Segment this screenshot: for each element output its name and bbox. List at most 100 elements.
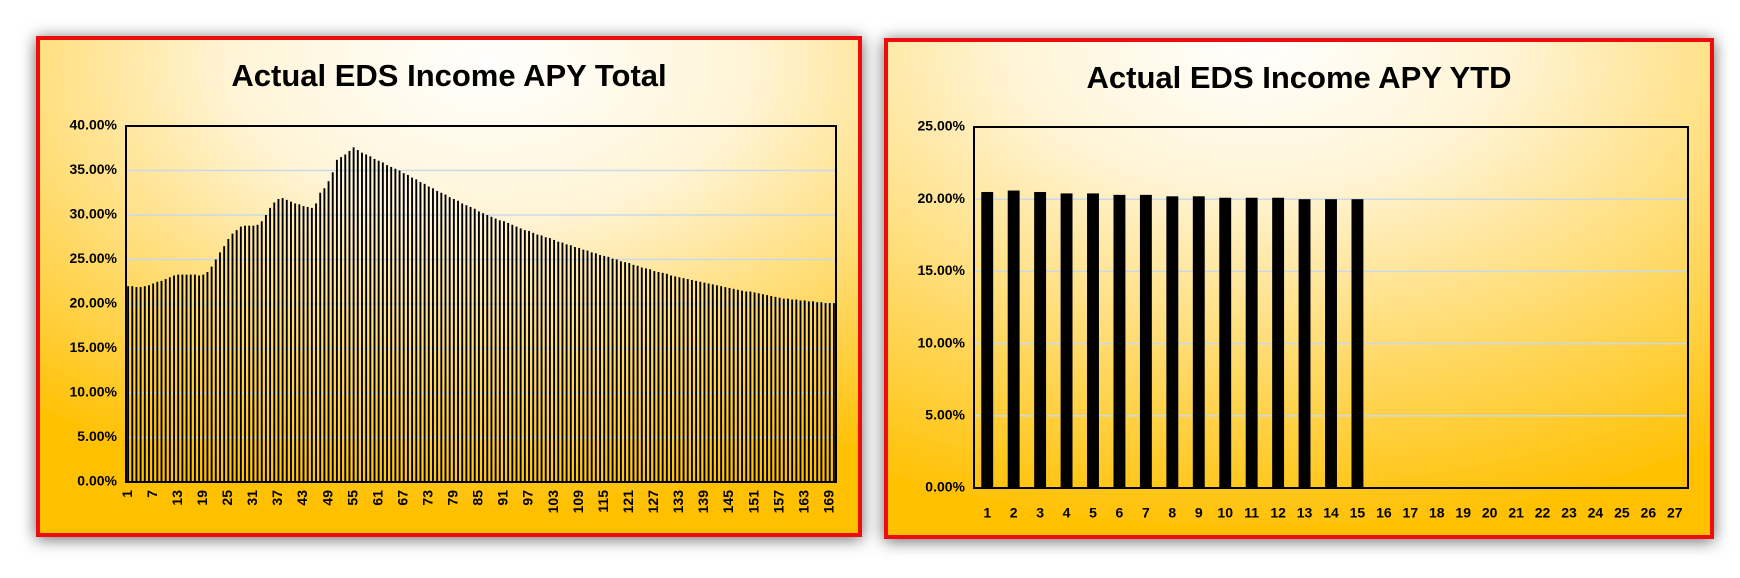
bar — [603, 255, 606, 482]
x-tick-label: 139 — [695, 490, 711, 514]
bar — [611, 258, 614, 482]
bar — [816, 302, 819, 482]
bar — [728, 287, 731, 482]
bar — [452, 198, 455, 483]
bar — [661, 272, 664, 482]
bar — [143, 286, 146, 482]
x-tick-label: 17 — [1403, 505, 1419, 521]
bar — [152, 283, 155, 482]
bar — [306, 206, 309, 483]
bar — [348, 150, 351, 483]
x-tick-label: 11 — [1244, 505, 1259, 521]
bar — [640, 267, 643, 482]
y-tick-label: 15.00% — [70, 339, 118, 355]
bar — [699, 281, 702, 482]
x-tick-label: 25 — [1614, 505, 1630, 521]
bar — [757, 293, 760, 482]
bar — [490, 216, 493, 482]
x-tick-label: 73 — [419, 490, 435, 506]
bar — [511, 224, 514, 483]
bar — [264, 215, 267, 482]
bar — [415, 179, 418, 482]
bar — [352, 147, 355, 483]
bar — [791, 299, 794, 482]
bar — [177, 274, 180, 482]
x-tick-label: 157 — [770, 490, 786, 514]
bar — [432, 188, 434, 483]
x-tick-label: 79 — [445, 490, 461, 506]
bar — [294, 203, 297, 482]
x-tick-label: 43 — [294, 490, 310, 506]
bar — [148, 285, 150, 482]
bar — [619, 261, 622, 482]
bar — [139, 287, 142, 482]
bar — [803, 300, 806, 482]
bar — [402, 173, 405, 483]
x-tick-label: 103 — [545, 490, 561, 514]
x-tick-label: 31 — [244, 490, 260, 506]
bar — [628, 263, 631, 482]
x-tick-label: 1 — [119, 490, 135, 498]
bar — [473, 208, 476, 482]
x-tick-label: 9 — [1195, 505, 1203, 521]
x-tick-label: 19 — [194, 490, 210, 506]
bar — [1139, 194, 1152, 489]
x-tick-label: 2 — [1010, 505, 1018, 521]
bar — [406, 174, 409, 482]
bar — [448, 197, 451, 482]
bar — [686, 279, 689, 482]
x-tick-label: 10 — [1217, 505, 1233, 521]
bar — [381, 162, 384, 483]
bar — [703, 282, 706, 482]
bar — [824, 303, 827, 482]
bar — [465, 205, 468, 482]
bar — [1298, 199, 1311, 488]
x-tick-label: 133 — [670, 490, 686, 514]
bar — [832, 303, 835, 482]
bar — [244, 225, 246, 482]
bar — [365, 154, 368, 483]
bar — [1087, 193, 1099, 488]
x-tick-label: 121 — [620, 490, 636, 514]
x-tick-label: 23 — [1561, 505, 1577, 521]
bar — [812, 301, 814, 482]
bar — [427, 186, 430, 482]
x-tick-label: 25 — [219, 490, 235, 506]
bar — [498, 220, 501, 482]
bar — [189, 274, 192, 482]
bar — [682, 278, 685, 482]
bar — [227, 239, 230, 482]
x-tick-label: 21 — [1508, 505, 1524, 521]
bar — [582, 249, 585, 482]
bar — [260, 221, 263, 483]
bar — [185, 274, 188, 482]
bar — [285, 199, 288, 482]
x-tick-label: 145 — [720, 490, 736, 514]
bar — [423, 183, 426, 482]
x-tick-label: 4 — [1063, 505, 1071, 521]
bar — [548, 238, 551, 482]
bar — [1219, 197, 1232, 489]
x-tick-label: 85 — [470, 490, 486, 506]
bar — [223, 246, 226, 482]
x-tick-label: 55 — [344, 490, 360, 506]
x-tick-label: 1 — [983, 505, 991, 521]
bar — [586, 250, 589, 482]
bar — [753, 292, 756, 482]
bar — [607, 256, 610, 482]
bar — [1325, 199, 1337, 488]
y-tick-label: 10.00% — [70, 384, 118, 400]
bar — [135, 287, 138, 482]
bar — [795, 299, 798, 482]
x-tick-label: 61 — [369, 490, 385, 506]
chart-title: Actual EDS Income APY YTD — [1087, 60, 1512, 95]
bar — [436, 190, 439, 482]
bar — [594, 253, 597, 482]
bar — [532, 232, 535, 482]
x-tick-label: 127 — [645, 490, 661, 514]
bar — [269, 207, 272, 482]
bar — [599, 255, 601, 482]
bar — [1245, 197, 1258, 489]
plot-area — [973, 126, 1689, 489]
